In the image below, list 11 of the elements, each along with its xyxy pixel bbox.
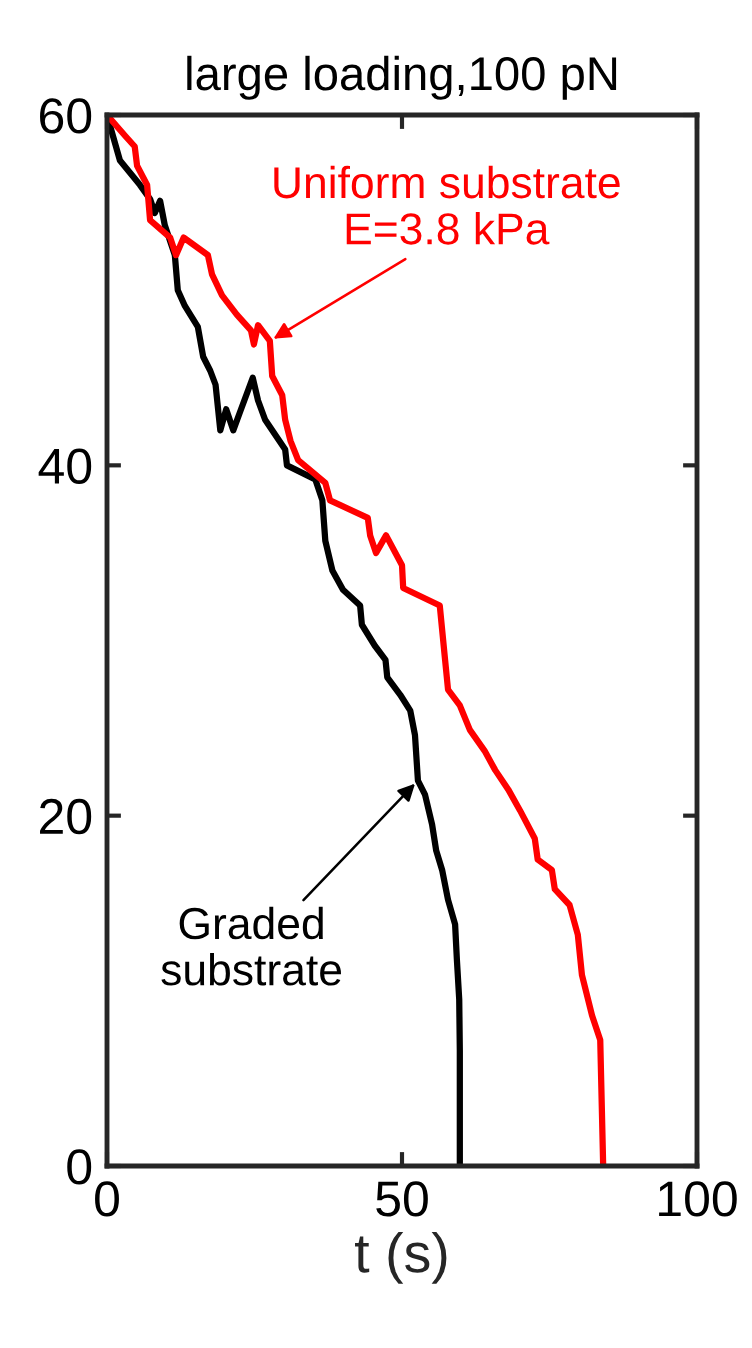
y-tick-label: 20 <box>40 798 92 835</box>
y-tick-label: 60 <box>40 98 92 134</box>
x-axis-title: t (s) <box>355 1232 447 1284</box>
y-tick-label: 0 <box>67 1149 92 1185</box>
y-tick-label: 40 <box>38 448 92 484</box>
x-tick-label: 0 <box>95 1181 119 1217</box>
x-tick-label: 100 <box>659 1181 737 1217</box>
annotation: Uniform substrate E=3.8 kPa <box>274 165 620 245</box>
chart-title: large loading,100 pN <box>187 55 617 100</box>
annotation: Graded substrate <box>161 906 341 986</box>
x-tick-label: 50 <box>376 1181 428 1217</box>
